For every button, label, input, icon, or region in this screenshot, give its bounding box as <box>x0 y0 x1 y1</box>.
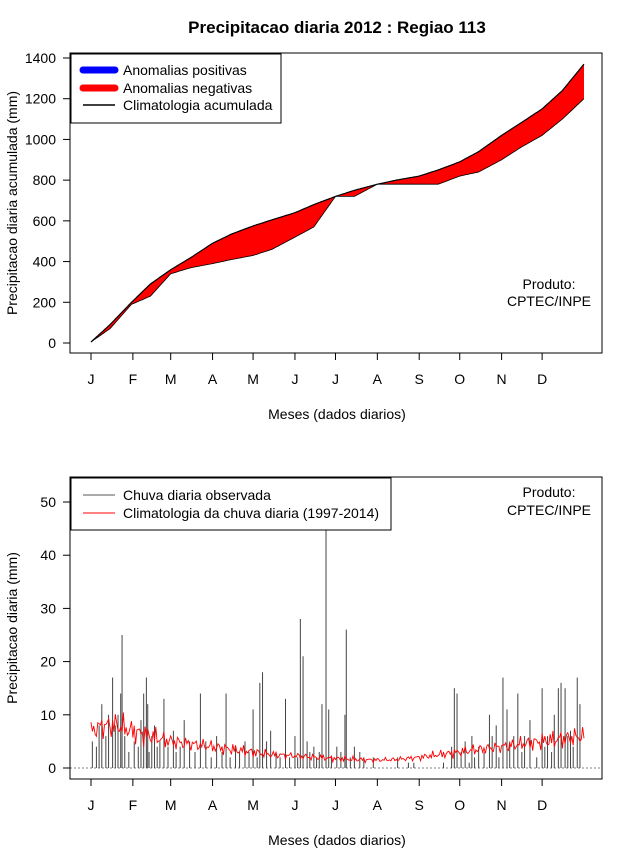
x-tick-label: M <box>165 371 177 387</box>
y-tick-label: 0 <box>48 335 56 351</box>
x-tick-label: O <box>454 797 465 813</box>
x-tick-label: N <box>497 371 507 387</box>
legend-label-climatology: Climatologia acumulada <box>123 97 273 113</box>
y-tick-label: 1200 <box>25 91 56 107</box>
x-tick-label: M <box>165 797 177 813</box>
climatology-daily-line <box>90 712 585 764</box>
legend-2: Chuva diaria observada Climatologia da c… <box>70 477 392 531</box>
x-tick-label: J <box>291 371 298 387</box>
y-tick-label: 600 <box>33 213 57 229</box>
y-tick-label: 1400 <box>25 50 56 66</box>
x-tick-label: A <box>373 371 383 387</box>
x-tick-label: M <box>247 797 259 813</box>
x-tick-label: S <box>415 371 424 387</box>
y-tick-label: 50 <box>40 494 56 510</box>
y-tick-label: 200 <box>33 294 57 310</box>
climatology-cumulative-line <box>90 63 585 343</box>
x-tick-label: S <box>415 797 424 813</box>
x-tick-label: A <box>373 797 383 813</box>
legend-label-negative: Anomalias negativas <box>123 80 252 96</box>
legend-box-2 <box>70 477 392 531</box>
x-tick-label: J <box>291 797 298 813</box>
daily-rain-chart: 0 10 20 30 40 50 J F M A M J J A S O N D Precipitacao di… <box>4 476 603 848</box>
x-axis-label: Meses (dados diarios) <box>268 406 406 422</box>
x-tick-label: F <box>129 797 138 813</box>
x-tick-label: J <box>332 371 339 387</box>
x-tick-label: M <box>247 371 259 387</box>
y-tick-label: 20 <box>40 654 56 670</box>
x-tick-label: O <box>454 371 465 387</box>
cumulative-lines-layer <box>90 63 585 343</box>
x-tick-label: D <box>537 371 547 387</box>
y-tick-label: 1000 <box>25 131 56 147</box>
y-tick-label: 800 <box>33 172 57 188</box>
y-axis-label-2: Precipitacao diaria (mm) <box>4 552 20 704</box>
x-axis-label-2: Meses (dados diarios) <box>268 832 406 848</box>
x-tick-label: N <box>497 797 507 813</box>
x-tick-label: J <box>88 797 95 813</box>
observed-cumulative-line <box>90 98 585 343</box>
y-tick-label: 0 <box>48 760 56 776</box>
x-tick-label: A <box>208 371 218 387</box>
x-tick-label: F <box>129 371 138 387</box>
credit-line-1: Produto: <box>523 276 576 292</box>
chart-title: Precipitacao diaria 2012 : Regiao 113 <box>188 18 486 37</box>
observed-rain-bars <box>91 517 581 768</box>
legend-label-climatology-daily: Climatologia da chuva diaria (1997-2014) <box>123 505 379 521</box>
x-tick-label: D <box>537 797 547 813</box>
climatology-line-layer <box>90 712 585 764</box>
y-tick-label: 30 <box>40 600 56 616</box>
cumulative-chart: 0 200 400 600 800 1000 1200 1400 J F M A M J J A S O N D P… <box>4 50 603 422</box>
credit-line-1-2: Produto: <box>523 484 576 500</box>
y-tick-label: 10 <box>40 707 56 723</box>
x-tick-label: A <box>208 797 218 813</box>
y-tick-label: 400 <box>33 254 57 270</box>
credit-line-2-2: CPTEC/INPE <box>507 502 591 518</box>
x-tick-label: J <box>332 797 339 813</box>
legend-label-positive: Anomalias positivas <box>123 62 247 78</box>
x-tick-label: J <box>88 371 95 387</box>
credit-line-2: CPTEC/INPE <box>507 293 591 309</box>
y-axis-2: 0 10 20 30 40 50 <box>40 494 71 776</box>
y-axis: 0 200 400 600 800 1000 1200 1400 <box>25 50 71 351</box>
legend-label-observed: Chuva diaria observada <box>123 487 271 503</box>
legend: Anomalias positivas Anomalias negativas … <box>70 53 282 124</box>
y-axis-label: Precipitacao diaria acumulada (mm) <box>4 91 20 315</box>
y-tick-label: 40 <box>40 547 56 563</box>
